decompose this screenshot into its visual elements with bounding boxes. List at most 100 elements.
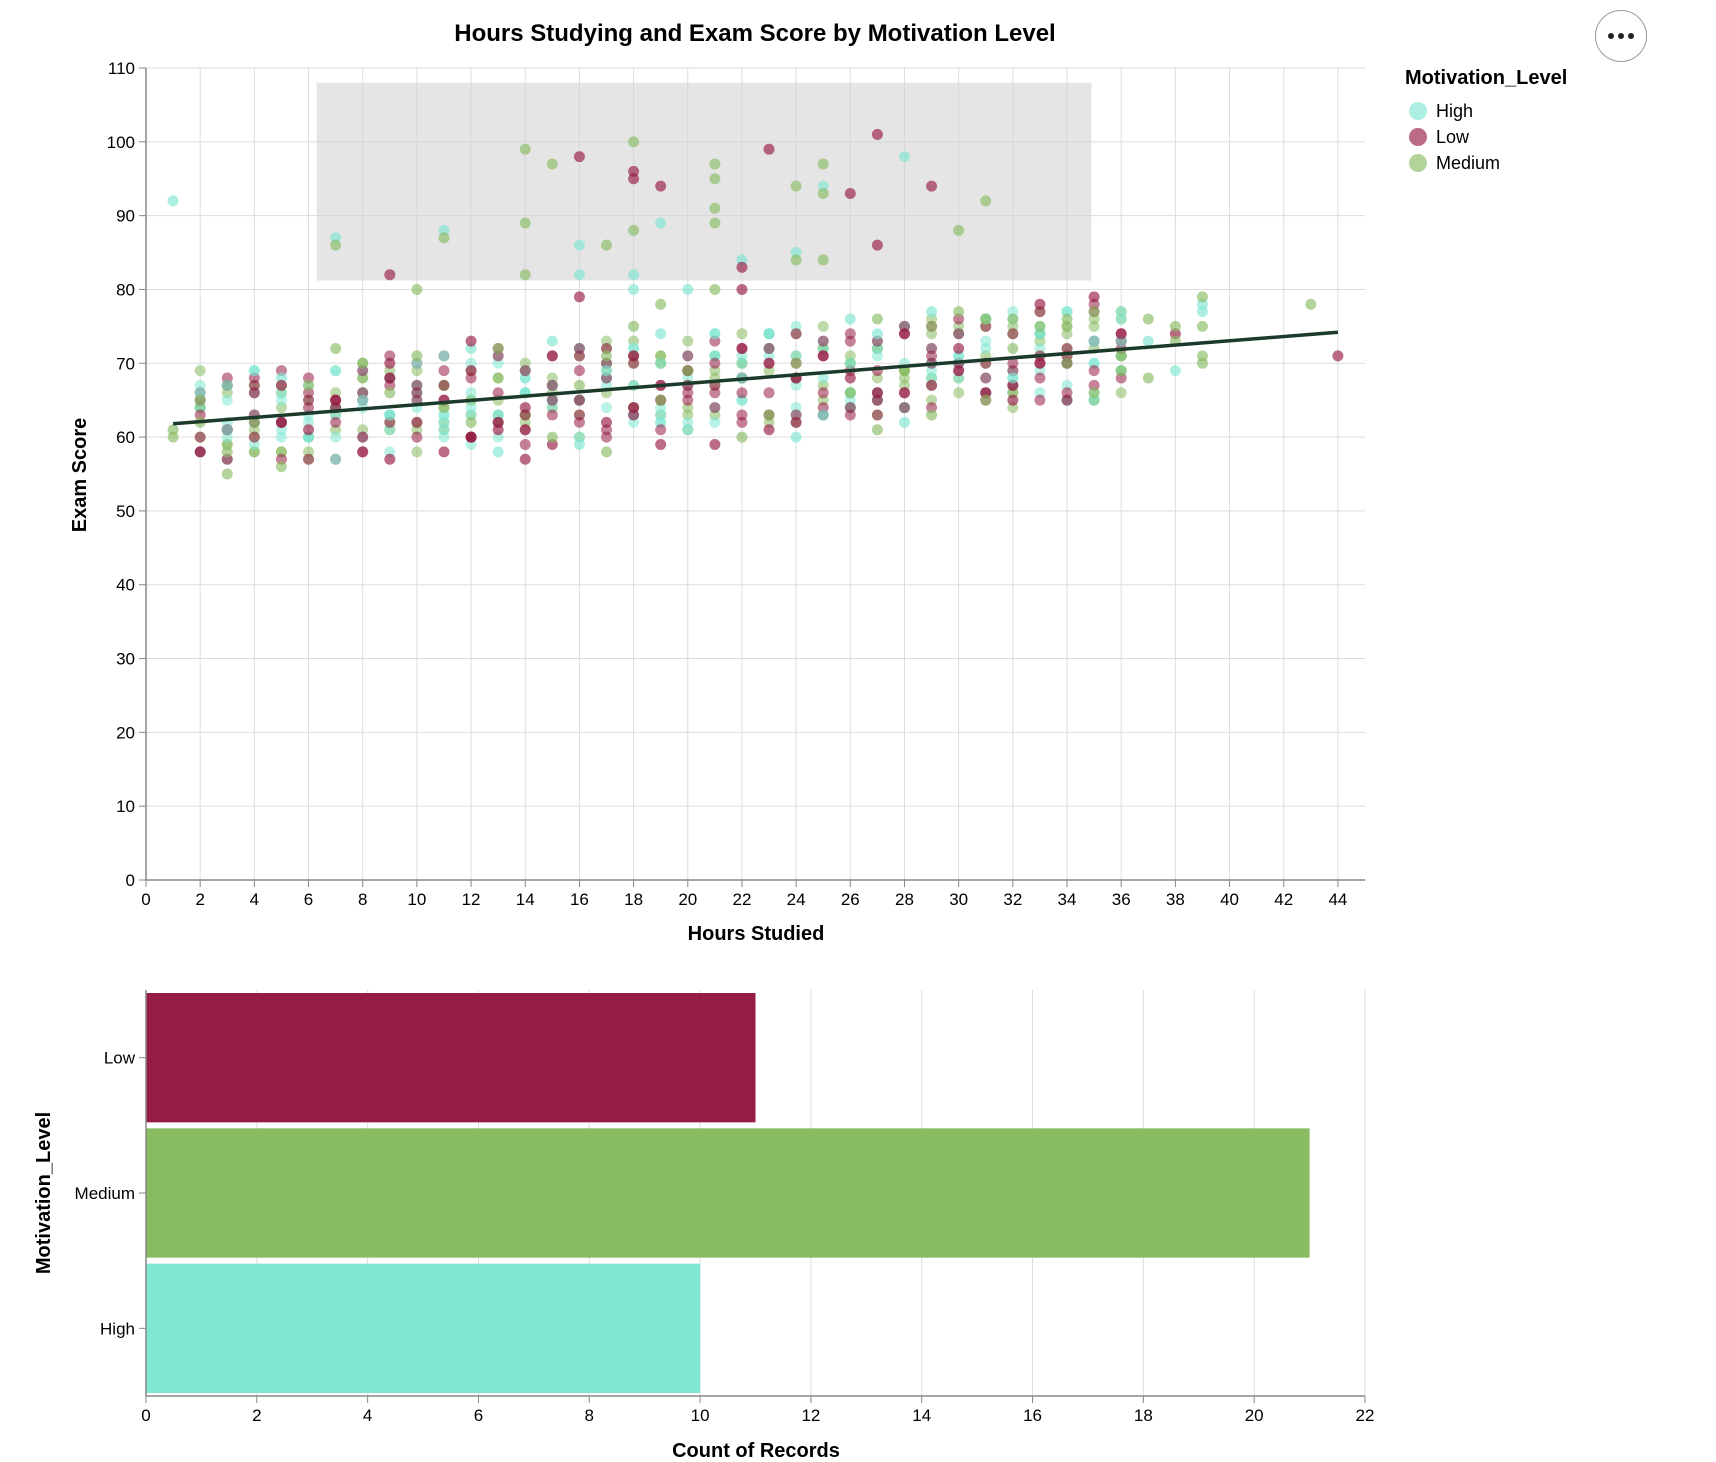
scatter-point-low — [573, 394, 585, 406]
scatter-point-low — [384, 453, 396, 465]
scatter-point-medium — [221, 446, 233, 458]
scatter-point-low — [926, 379, 938, 391]
scatter-point-low — [248, 431, 260, 443]
scatter-point-low — [438, 446, 450, 458]
scatter-point-medium — [817, 320, 829, 332]
scatter-y-axis-title: Exam Score — [69, 418, 91, 533]
scatter-point-low — [1034, 372, 1046, 384]
bar-high — [146, 1263, 701, 1393]
scatter-point-medium — [1115, 365, 1127, 377]
scatter-point-medium — [1115, 387, 1127, 399]
scatter-point-low — [682, 394, 694, 406]
y-tick-label: 40 — [116, 576, 135, 595]
scatter-point-low — [763, 143, 775, 155]
scatter-point-medium — [980, 313, 992, 325]
legend-symbol-high — [1409, 102, 1427, 120]
scatter-point-medium — [628, 136, 640, 148]
scatter-point-medium — [817, 187, 829, 199]
scatter-point-low — [411, 431, 423, 443]
scatter-point-medium — [519, 143, 531, 155]
scatter-point-low — [1332, 350, 1344, 362]
scatter-point-medium — [953, 224, 965, 236]
scatter-point-low — [519, 424, 531, 436]
scatter-point-high — [817, 372, 829, 384]
scatter-point-medium — [357, 357, 369, 369]
scatter-point-low — [303, 424, 315, 436]
scatter-point-medium — [1196, 291, 1208, 303]
scatter-point-medium — [1088, 306, 1100, 318]
scatter-point-high — [709, 416, 721, 428]
scatter-point-low — [1088, 365, 1100, 377]
legend: Motivation_Level High Low Medium — [1405, 67, 1567, 173]
scatter-point-medium — [980, 394, 992, 406]
bar-x-tick-label: 22 — [1356, 1406, 1375, 1425]
x-tick-label: 26 — [841, 890, 860, 909]
bar-x-tick-label: 12 — [801, 1406, 820, 1425]
selection-brush[interactable] — [316, 82, 1092, 281]
scatter-point-low — [194, 446, 206, 458]
scatter-point-medium — [817, 254, 829, 266]
scatter-point-high — [167, 195, 179, 207]
scatter-point-medium — [411, 446, 423, 458]
x-tick-label: 24 — [787, 890, 806, 909]
scatter-point-high — [926, 306, 938, 318]
scatter-point-medium — [411, 283, 423, 295]
scatter-point-medium — [953, 387, 965, 399]
more-options-button[interactable] — [1595, 10, 1647, 62]
scatter-point-low — [519, 365, 531, 377]
bar-x-tick-label: 4 — [363, 1406, 372, 1425]
scatter-point-medium — [682, 335, 694, 347]
scatter-point-medium — [655, 298, 667, 310]
scatter-point-high — [601, 402, 613, 414]
bar-x-tick-label: 10 — [691, 1406, 710, 1425]
scatter-point-high — [682, 283, 694, 295]
scatter-point-low — [844, 328, 856, 340]
scatter-point-medium — [655, 394, 667, 406]
x-tick-label: 16 — [570, 890, 589, 909]
scatter-point-medium — [384, 387, 396, 399]
scatter-point-high — [898, 151, 910, 163]
x-tick-label: 44 — [1328, 890, 1347, 909]
bar-x-tick-label: 0 — [141, 1406, 150, 1425]
scatter-point-low — [871, 128, 883, 140]
scatter-point-high — [655, 328, 667, 340]
scatter-point-low — [844, 187, 856, 199]
scatter-point-low — [871, 409, 883, 421]
scatter-point-low — [844, 409, 856, 421]
scatter-point-low — [573, 151, 585, 163]
scatter-point-low — [926, 180, 938, 192]
scatter-point-low — [655, 424, 667, 436]
scatter-point-high — [628, 283, 640, 295]
y-tick-label: 50 — [116, 502, 135, 521]
scatter-point-medium — [1061, 357, 1073, 369]
scatter-point-low — [330, 416, 342, 428]
scatter-point-high — [1196, 306, 1208, 318]
scatter-point-medium — [709, 202, 721, 214]
scatter-point-medium — [1305, 298, 1317, 310]
scatter-point-medium — [871, 424, 883, 436]
scatter-point-medium — [926, 409, 938, 421]
bar-category-label: Medium — [75, 1184, 135, 1203]
x-tick-label: 12 — [462, 890, 481, 909]
scatter-point-low — [573, 365, 585, 377]
scatter-point-high — [438, 416, 450, 428]
scatter-point-high — [763, 328, 775, 340]
scatter-point-medium — [790, 357, 802, 369]
scatter-point-medium — [519, 269, 531, 281]
scatter-point-medium — [438, 232, 450, 244]
y-tick-label: 90 — [116, 207, 135, 226]
scatter-point-medium — [492, 372, 504, 384]
scatter-point-low — [438, 365, 450, 377]
scatter-point-low — [736, 387, 748, 399]
scatter-point-low — [763, 357, 775, 369]
scatter-point-medium — [682, 365, 694, 377]
scatter-point-low — [384, 269, 396, 281]
scatter-point-low — [303, 453, 315, 465]
x-tick-label: 38 — [1166, 890, 1185, 909]
scatter-point-high — [465, 387, 477, 399]
scatter-point-medium — [330, 343, 342, 355]
scatter-point-low — [736, 261, 748, 273]
scatter-point-low — [275, 379, 287, 391]
x-tick-label: 0 — [141, 890, 150, 909]
bar-x-tick-label: 16 — [1023, 1406, 1042, 1425]
